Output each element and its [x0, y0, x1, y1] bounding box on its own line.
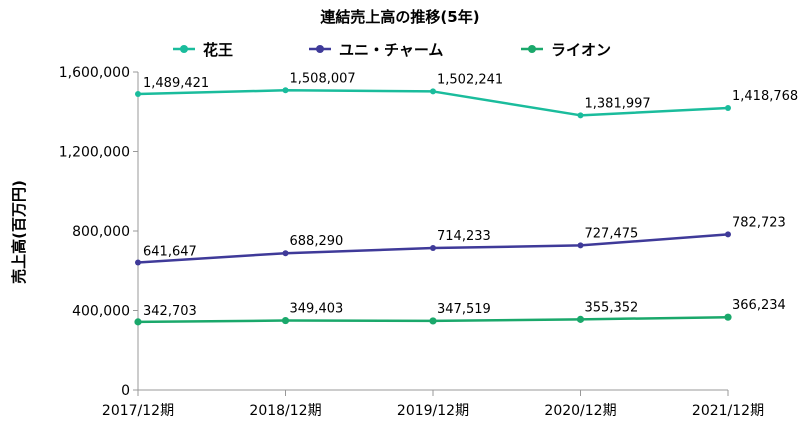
data-point	[577, 112, 584, 119]
series-0: 1,489,421 1,508,007 1,502,241 1,381,997 1,41…	[135, 71, 798, 119]
y-tick-label: 0	[121, 383, 130, 399]
legend-swatch-marker	[316, 45, 324, 53]
data-label: 1,508,007	[290, 71, 356, 86]
data-point	[135, 90, 141, 97]
legend-label: 花王	[203, 41, 233, 59]
data-label: 782,723	[732, 215, 786, 230]
y-tick-label: 400,000	[72, 304, 130, 320]
data-label: 349,403	[290, 302, 344, 317]
legend-item: 花王	[173, 41, 233, 59]
data-label: 342,703	[143, 304, 197, 319]
chart-title: 連結売上高の推移(5年)	[320, 8, 479, 26]
x-tick-label: 2017/12期	[102, 403, 174, 419]
legend-swatch-marker	[528, 45, 536, 53]
data-point	[725, 105, 731, 112]
data-point	[429, 317, 437, 325]
legend-label: ユニ・チャーム	[339, 41, 443, 59]
y-tick-label: 1,600,000	[59, 65, 130, 81]
legend-item: ユニ・チャーム	[309, 41, 443, 59]
data-point	[282, 250, 289, 257]
x-tick-label: 2018/12期	[249, 403, 321, 419]
legend: 花王 ユニ・チャーム ライオン	[173, 41, 611, 59]
data-label: 366,234	[732, 298, 786, 313]
x-tick-label: 2021/12期	[692, 403, 764, 419]
data-point	[576, 315, 585, 323]
y-tick-label: 800,000	[72, 224, 130, 240]
legend-label: ライオン	[551, 41, 611, 59]
data-label: 1,381,997	[585, 96, 651, 111]
data-label: 1,502,241	[437, 72, 503, 87]
data-point	[282, 87, 289, 94]
series-2: 342,703 349,403 347,519 355,352 366,234	[134, 298, 786, 326]
data-label: 688,290	[290, 234, 344, 249]
series-1: 641,647 688,290 714,233 727,475 782,723	[135, 215, 786, 266]
x-tick-label: 2019/12期	[397, 403, 469, 419]
data-label: 355,352	[585, 300, 639, 315]
data-point	[430, 245, 436, 252]
data-point	[725, 231, 731, 238]
data-point	[724, 313, 732, 321]
data-point	[134, 318, 142, 326]
data-point	[430, 88, 436, 95]
data-point	[135, 259, 141, 266]
data-label: 1,418,768	[732, 89, 798, 104]
series-layer: 1,489,421 1,508,007 1,502,241 1,381,997 1,41…	[134, 71, 798, 326]
data-label: 714,233	[437, 229, 491, 244]
y-tick-label: 1,200,000	[59, 145, 130, 161]
data-label: 727,475	[585, 226, 639, 241]
legend-swatch-marker	[180, 45, 188, 53]
data-label: 1,489,421	[143, 76, 209, 91]
legend-item: ライオン	[521, 41, 611, 59]
x-tick-label: 2020/12期	[544, 403, 616, 419]
axes: 0 400,000 800,000 1,200,000 1,600,000 2017/12…	[59, 65, 764, 419]
y-axis-label: 売上高(百万円)	[10, 180, 28, 284]
data-label: 641,647	[143, 244, 197, 259]
data-label: 347,519	[437, 302, 491, 317]
data-point	[281, 316, 290, 325]
data-point	[577, 242, 584, 249]
